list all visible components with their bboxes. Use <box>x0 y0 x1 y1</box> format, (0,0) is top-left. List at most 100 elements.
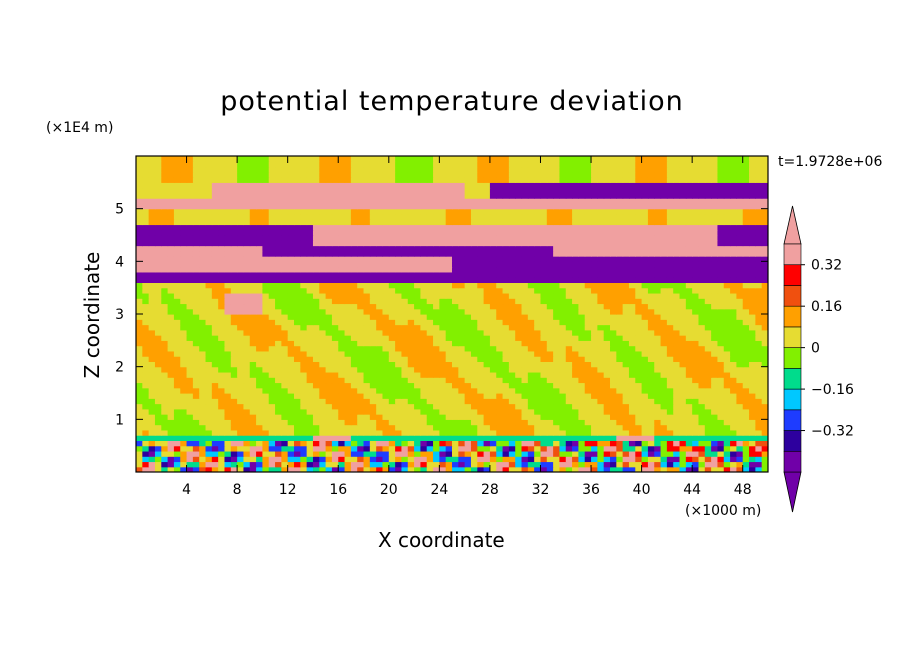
field-cell <box>312 350 320 357</box>
field-cell <box>186 250 194 257</box>
field-cell <box>319 213 327 220</box>
field-cell <box>211 261 219 268</box>
field-cell <box>521 314 529 320</box>
field-cell <box>325 329 333 336</box>
field-cell <box>654 466 662 472</box>
field-cell <box>565 324 573 331</box>
field-cell <box>742 382 750 389</box>
field-cell <box>730 329 737 336</box>
field-cell <box>433 308 440 315</box>
field-cell <box>243 240 251 247</box>
field-cell <box>420 287 428 294</box>
field-cell <box>275 335 282 341</box>
field-cell <box>603 292 611 299</box>
field-cell <box>666 261 674 268</box>
field-cell <box>458 335 466 341</box>
field-cell <box>180 403 188 410</box>
field-cell <box>376 377 384 384</box>
field-cell <box>540 450 548 457</box>
field-cell <box>578 382 586 389</box>
field-cell <box>186 271 194 278</box>
field-cell <box>578 445 586 452</box>
field-cell <box>218 335 226 341</box>
field-cell <box>294 393 301 399</box>
field-cell <box>717 335 725 341</box>
field-cell <box>439 440 447 447</box>
field-cell <box>167 366 175 373</box>
field-cell <box>148 429 156 436</box>
field-cell <box>294 298 301 305</box>
field-cell <box>711 424 719 431</box>
field-cell <box>439 335 447 341</box>
field-cell <box>534 361 542 368</box>
field-cell <box>230 377 238 384</box>
field-cell <box>553 298 561 305</box>
field-cell <box>515 308 523 315</box>
field-cell <box>591 361 598 368</box>
field-cell <box>717 266 725 273</box>
field-cell <box>717 271 725 278</box>
field-cell <box>445 245 453 252</box>
field-cell <box>679 461 687 468</box>
field-cell <box>294 414 301 420</box>
field-cell <box>458 435 466 441</box>
field-cell <box>704 240 712 247</box>
field-cell <box>256 382 263 389</box>
field-cell <box>180 350 188 357</box>
field-cell <box>300 350 308 357</box>
field-cell <box>180 450 188 457</box>
field-cell <box>186 408 194 415</box>
field-cell <box>407 408 415 415</box>
field-cell <box>502 324 510 331</box>
field-cell <box>515 213 523 220</box>
field-cell <box>730 456 737 463</box>
field-cell <box>534 419 542 426</box>
field-cell <box>186 282 194 289</box>
field-cell <box>666 329 674 336</box>
field-cell <box>294 382 301 389</box>
field-cell <box>584 366 592 373</box>
field-cell <box>262 335 270 341</box>
field-cell <box>306 440 314 447</box>
field-cell <box>306 335 314 341</box>
field-cell <box>300 287 308 294</box>
field-cell <box>559 361 567 368</box>
field-cell <box>142 266 150 273</box>
field-cell <box>262 366 270 373</box>
field-cell <box>205 303 213 310</box>
field-cell <box>388 350 396 357</box>
field-cell <box>426 366 434 373</box>
field-cell <box>161 314 169 320</box>
field-cell <box>679 224 687 231</box>
field-cell <box>376 292 384 299</box>
field-cell <box>673 287 681 294</box>
field-cell <box>628 219 636 226</box>
field-cell <box>477 271 485 278</box>
field-cell <box>357 240 365 247</box>
field-cell <box>275 356 282 362</box>
field-cell <box>736 298 744 305</box>
field-cell <box>350 208 358 215</box>
field-cell <box>256 240 263 247</box>
field-cell <box>445 335 453 341</box>
field-cell <box>287 240 295 247</box>
field-cell <box>641 298 649 305</box>
field-cell <box>470 213 478 220</box>
field-cell <box>414 461 421 468</box>
field-cell <box>230 429 238 436</box>
field-cell <box>136 303 143 310</box>
field-cell <box>622 345 630 352</box>
field-cell <box>167 329 175 336</box>
field-cell <box>173 414 181 420</box>
field-cell <box>730 408 737 415</box>
field-cell <box>319 245 327 252</box>
field-cell <box>622 340 630 347</box>
field-cell <box>237 282 245 289</box>
field-cell <box>401 292 409 299</box>
field-cell <box>572 382 579 389</box>
field-cell <box>205 219 213 226</box>
field-cell <box>363 287 371 294</box>
field-cell <box>407 435 415 441</box>
field-cell <box>679 235 687 241</box>
field-cell <box>186 350 194 357</box>
